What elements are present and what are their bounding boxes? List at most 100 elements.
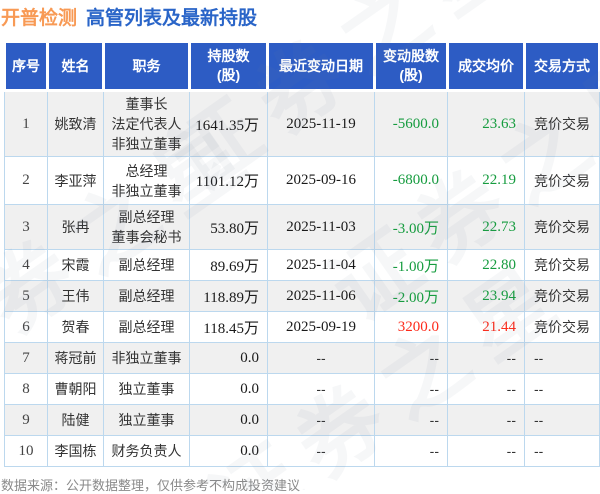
cell-no: 6 xyxy=(4,311,48,343)
table-row: 3 张冉 副总经理 董事会秘书 53.80万 2025-11-03 -3.00万 22.73… xyxy=(4,204,600,250)
cell-position: 独立董事 xyxy=(103,373,190,405)
cell-shares: 118.89万 xyxy=(189,280,268,312)
cell-date: 2025-11-04 xyxy=(267,249,375,281)
cell-change: -1.00万 xyxy=(374,249,448,281)
table-row: 5 王伟 副总经理 118.89万 2025-11-06 -2.00万 23.94 竞价交易 xyxy=(4,280,600,312)
cell-no: 3 xyxy=(4,204,48,250)
cell-shares: 1641.35万 xyxy=(189,90,268,157)
cell-name: 李国栋 xyxy=(47,435,104,467)
cell-method: 竞价交易 xyxy=(524,204,600,250)
cell-date: 2025-09-16 xyxy=(267,156,375,205)
cell-method: -- xyxy=(524,373,600,405)
cell-date: -- xyxy=(267,342,375,374)
cell-price: 23.63 xyxy=(447,90,525,157)
col-header-index: 序号 xyxy=(3,40,49,92)
header-row: 序号 姓名 职务 持股数 (股) 最近变动日期 变动股数 (股) 成交均价 交易… xyxy=(3,40,600,92)
title-subtitle: 高管列表及最新持股 xyxy=(86,8,258,29)
cell-name: 曹朝阳 xyxy=(47,373,104,405)
cell-price: -- xyxy=(447,435,525,467)
cell-method: -- xyxy=(524,342,600,374)
cell-no: 10 xyxy=(4,435,48,467)
cell-name: 贺春 xyxy=(47,311,104,343)
cell-date: -- xyxy=(267,373,375,405)
cell-position: 副总经理 xyxy=(103,280,190,312)
cell-change: -- xyxy=(374,342,448,374)
data-source-note: 数据来源：公开数据整理，仅供参考不构成投资建议 xyxy=(1,478,301,493)
cell-no: 9 xyxy=(4,404,48,436)
table-body: 1 姚致清 董事长 法定代表人 非独立董事 1641.35万 2025-11-19 -56… xyxy=(4,90,600,467)
cell-price: -- xyxy=(447,373,525,405)
cell-shares: 118.45万 xyxy=(189,311,268,343)
cell-price: 22.80 xyxy=(447,249,525,281)
cell-no: 2 xyxy=(4,156,48,205)
col-header-change-date: 最近变动日期 xyxy=(266,40,376,92)
cell-position: 财务负责人 xyxy=(103,435,190,467)
cell-date: 2025-11-06 xyxy=(267,280,375,312)
cell-price: 21.44 xyxy=(447,311,525,343)
cell-position: 副总经理 xyxy=(103,249,190,281)
table-row: 1 姚致清 董事长 法定代表人 非独立董事 1641.35万 2025-11-19 -56… xyxy=(4,90,600,157)
executive-holdings-table: 序号 姓名 职务 持股数 (股) 最近变动日期 变动股数 (股) 成交均价 交易… xyxy=(3,40,600,467)
col-header-name: 姓名 xyxy=(46,40,105,92)
stock-name: 开普检测 xyxy=(1,8,78,29)
cell-no: 4 xyxy=(4,249,48,281)
cell-name: 张冉 xyxy=(47,204,104,250)
cell-shares: 0.0 xyxy=(189,404,268,436)
col-header-change-shares: 变动股数 (股) xyxy=(373,40,449,92)
cell-no: 7 xyxy=(4,342,48,374)
cell-name: 姚致清 xyxy=(47,90,104,157)
cell-change: -3.00万 xyxy=(374,204,448,250)
cell-name: 宋霞 xyxy=(47,249,104,281)
cell-shares: 53.80万 xyxy=(189,204,268,250)
cell-date: 2025-09-19 xyxy=(267,311,375,343)
cell-no: 1 xyxy=(4,90,48,157)
cell-method: -- xyxy=(524,404,600,436)
cell-change: -5600.0 xyxy=(374,90,448,157)
cell-change: -2.00万 xyxy=(374,280,448,312)
cell-method: 竞价交易 xyxy=(524,311,600,343)
cell-method: -- xyxy=(524,435,600,467)
cell-name: 李亚萍 xyxy=(47,156,104,205)
cell-position: 总经理 非独立董事 xyxy=(103,156,190,205)
cell-change: -- xyxy=(374,435,448,467)
cell-position: 非独立董事 xyxy=(103,342,190,374)
table-row: 2 李亚萍 总经理 非独立董事 1101.12万 2025-09-16 -6800.0 22… xyxy=(4,156,600,205)
cell-position: 董事长 法定代表人 非独立董事 xyxy=(103,90,190,157)
cell-no: 5 xyxy=(4,280,48,312)
col-header-avg-price: 成交均价 xyxy=(446,40,526,92)
cell-shares: 1101.12万 xyxy=(189,156,268,205)
cell-position: 副总经理 董事会秘书 xyxy=(103,204,190,250)
cell-date: 2025-11-19 xyxy=(267,90,375,157)
table-row: 6 贺春 副总经理 118.45万 2025-09-19 3200.0 21.44 竞价交易 xyxy=(4,311,600,343)
cell-method: 竞价交易 xyxy=(524,280,600,312)
page-title: 开普检测 高管列表及最新持股 xyxy=(0,0,600,32)
cell-shares: 0.0 xyxy=(189,342,268,374)
cell-position: 副总经理 xyxy=(103,311,190,343)
cell-name: 陆健 xyxy=(47,404,104,436)
table-row: 8 曹朝阳 独立董事 0.0 -- -- -- -- xyxy=(4,373,600,405)
cell-name: 王伟 xyxy=(47,280,104,312)
cell-price: 22.73 xyxy=(447,204,525,250)
table-row: 4 宋霞 副总经理 89.69万 2025-11-04 -1.00万 22.80 竞价交易 xyxy=(4,249,600,281)
table-row: 7 蒋冠前 非独立董事 0.0 -- -- -- -- xyxy=(4,342,600,374)
cell-method: 竞价交易 xyxy=(524,90,600,157)
cell-price: 23.94 xyxy=(447,280,525,312)
cell-date: 2025-11-03 xyxy=(267,204,375,250)
cell-price: -- xyxy=(447,342,525,374)
cell-price: 22.19 xyxy=(447,156,525,205)
table-header: 序号 姓名 职务 持股数 (股) 最近变动日期 变动股数 (股) 成交均价 交易… xyxy=(3,40,600,92)
cell-shares: 0.0 xyxy=(189,373,268,405)
cell-change: -- xyxy=(374,373,448,405)
cell-date: -- xyxy=(267,404,375,436)
cell-position: 独立董事 xyxy=(103,404,190,436)
table-row: 10 李国栋 财务负责人 0.0 -- -- -- -- xyxy=(4,435,600,467)
cell-no: 8 xyxy=(4,373,48,405)
col-header-trade-method: 交易方式 xyxy=(523,40,600,92)
cell-change: 3200.0 xyxy=(374,311,448,343)
cell-shares: 0.0 xyxy=(189,435,268,467)
cell-method: 竞价交易 xyxy=(524,249,600,281)
table-row: 9 陆健 独立董事 0.0 -- -- -- -- xyxy=(4,404,600,436)
cell-price: -- xyxy=(447,404,525,436)
col-header-position: 职务 xyxy=(102,40,191,92)
